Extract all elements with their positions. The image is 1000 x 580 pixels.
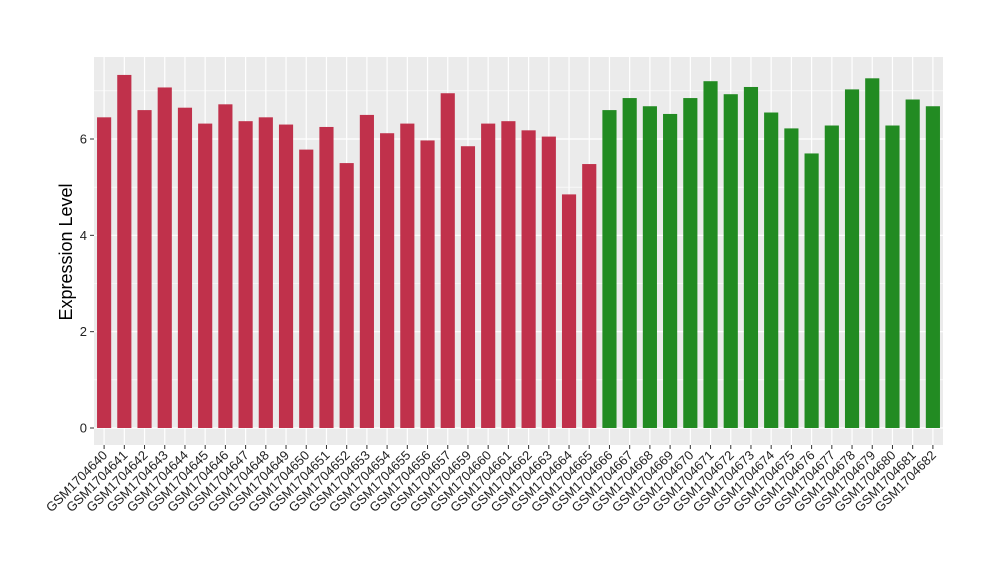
bar-GSM1704643 bbox=[157, 87, 172, 428]
bar-GSM1704669 bbox=[663, 113, 678, 428]
bar-GSM1704640 bbox=[97, 117, 112, 428]
x-axis: GSM1704640GSM1704641GSM1704642GSM1704643… bbox=[43, 445, 939, 515]
minor-gridlines bbox=[94, 90, 943, 381]
bar-GSM1704642 bbox=[137, 110, 152, 428]
y-axis: 0 2 4 6 bbox=[80, 132, 94, 436]
bar-GSM1704645 bbox=[198, 123, 213, 428]
bar-GSM1704670 bbox=[683, 98, 698, 428]
bar-GSM1704666 bbox=[602, 110, 617, 428]
y-tick-label: 2 bbox=[80, 324, 87, 339]
bar-GSM1704656 bbox=[420, 140, 435, 428]
y-tick-label: 6 bbox=[80, 132, 87, 147]
bar-GSM1704647 bbox=[238, 121, 253, 428]
bar-GSM1704649 bbox=[278, 124, 294, 429]
bar-GSM1704676 bbox=[804, 153, 819, 428]
bar-GSM1704662 bbox=[521, 130, 536, 428]
plot-panel bbox=[94, 57, 943, 445]
bar-GSM1704654 bbox=[380, 133, 395, 428]
bar-GSM1704677 bbox=[824, 125, 839, 428]
y-axis-title: Expression Level bbox=[56, 183, 76, 320]
bar-GSM1704657 bbox=[440, 93, 455, 428]
bar-GSM1704668 bbox=[642, 106, 657, 428]
bar-GSM1704644 bbox=[177, 107, 193, 429]
bar-GSM1704674 bbox=[764, 112, 779, 428]
bar-GSM1704653 bbox=[359, 114, 374, 429]
bar-GSM1704646 bbox=[218, 104, 233, 428]
bar-GSM1704673 bbox=[743, 86, 759, 428]
bar-GSM1704641 bbox=[117, 74, 132, 429]
bar-GSM1704655 bbox=[400, 123, 415, 428]
bar-GSM1704660 bbox=[481, 123, 496, 428]
bar-GSM1704681 bbox=[905, 99, 920, 429]
bar-GSM1704663 bbox=[541, 136, 556, 428]
bar-GSM1704665 bbox=[582, 164, 597, 428]
bar-GSM1704648 bbox=[258, 117, 273, 428]
bar-GSM1704659 bbox=[460, 146, 476, 428]
bar-GSM1704671 bbox=[703, 81, 718, 428]
bar-GSM1704675 bbox=[784, 128, 799, 429]
y-tick-label: 4 bbox=[80, 228, 87, 243]
bar-GSM1704664 bbox=[561, 194, 577, 428]
bar-GSM1704682 bbox=[925, 106, 940, 428]
bar-GSM1704672 bbox=[723, 94, 738, 428]
bar-GSM1704652 bbox=[339, 163, 354, 429]
bar-GSM1704680 bbox=[885, 125, 900, 428]
bar-GSM1704678 bbox=[844, 89, 860, 428]
bars bbox=[97, 74, 940, 429]
bar-GSM1704667 bbox=[622, 98, 637, 428]
bar-GSM1704651 bbox=[319, 126, 334, 428]
bar-GSM1704661 bbox=[501, 121, 516, 428]
bar-GSM1704650 bbox=[299, 149, 314, 428]
bar-GSM1704679 bbox=[865, 78, 880, 428]
y-tick-label: 0 bbox=[80, 421, 87, 436]
